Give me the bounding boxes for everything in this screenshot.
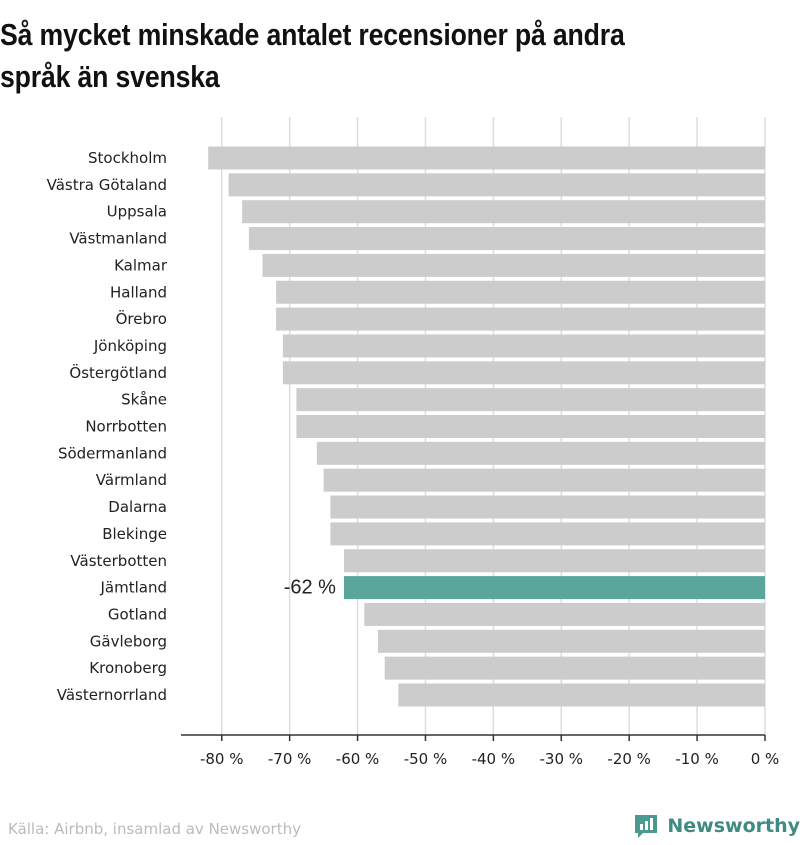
bar	[384, 656, 765, 680]
category-label: Västra Götaland	[47, 176, 167, 194]
bar	[276, 280, 765, 304]
category-label: Västerbotten	[70, 552, 167, 570]
category-label: Dalarna	[108, 498, 167, 516]
data-label: -62 %	[284, 577, 336, 599]
bar	[282, 361, 765, 385]
bar	[296, 388, 765, 412]
newsworthy-logo-icon	[635, 815, 658, 838]
category-label: Västernorrland	[57, 686, 167, 704]
category-label: Uppsala	[107, 203, 167, 221]
bar	[276, 307, 765, 331]
x-tick-label: -80 %	[200, 750, 244, 768]
category-label: Gävleborg	[90, 632, 167, 650]
category-label: Jämtland	[100, 579, 168, 597]
x-tick-label: -70 %	[268, 750, 312, 768]
brand-name: Newsworthy	[667, 815, 800, 837]
bar	[262, 253, 765, 277]
category-label: Kalmar	[114, 256, 168, 274]
bar	[364, 602, 765, 626]
bar-highlight	[343, 576, 765, 600]
category-label: Kronoberg	[89, 659, 167, 677]
bar	[228, 173, 765, 197]
bar	[248, 227, 765, 251]
bar	[208, 146, 766, 170]
category-label: Södermanland	[58, 444, 167, 462]
bar	[316, 441, 765, 465]
bar	[323, 468, 765, 492]
bar	[377, 629, 765, 653]
x-tick-label: 0 %	[751, 750, 780, 768]
x-tick-label: -30 %	[540, 750, 584, 768]
chart-title: Så mycket minskade antalet recensioner p…	[0, 17, 625, 94]
category-label: Örebro	[116, 309, 167, 328]
x-tick-label: -60 %	[336, 750, 380, 768]
category-label: Jönköping	[93, 337, 167, 355]
category-label: Gotland	[108, 605, 167, 623]
x-tick-label: -10 %	[675, 750, 719, 768]
source-note: Källa: Airbnb, insamlad av Newsworthy	[8, 820, 301, 838]
category-label: Halland	[110, 283, 167, 301]
category-label: Västmanland	[69, 230, 167, 248]
bar	[330, 522, 765, 546]
bar	[296, 415, 765, 438]
bar	[343, 549, 765, 573]
newsworthy-logo[interactable]: Newsworthy	[633, 813, 800, 839]
category-label: Norrbotten	[85, 418, 167, 436]
x-tick-label: -20 %	[607, 750, 651, 768]
x-tick-label: -40 %	[472, 750, 516, 768]
bar	[282, 334, 765, 358]
category-label: Blekinge	[102, 525, 167, 543]
category-label: Värmland	[96, 471, 167, 489]
bar	[242, 200, 765, 224]
x-tick-label: -50 %	[404, 750, 448, 768]
category-label: Skåne	[121, 391, 167, 409]
bar	[330, 495, 765, 519]
category-label: Stockholm	[88, 149, 167, 167]
bar	[398, 683, 765, 707]
category-label: Östergötland	[69, 363, 167, 382]
